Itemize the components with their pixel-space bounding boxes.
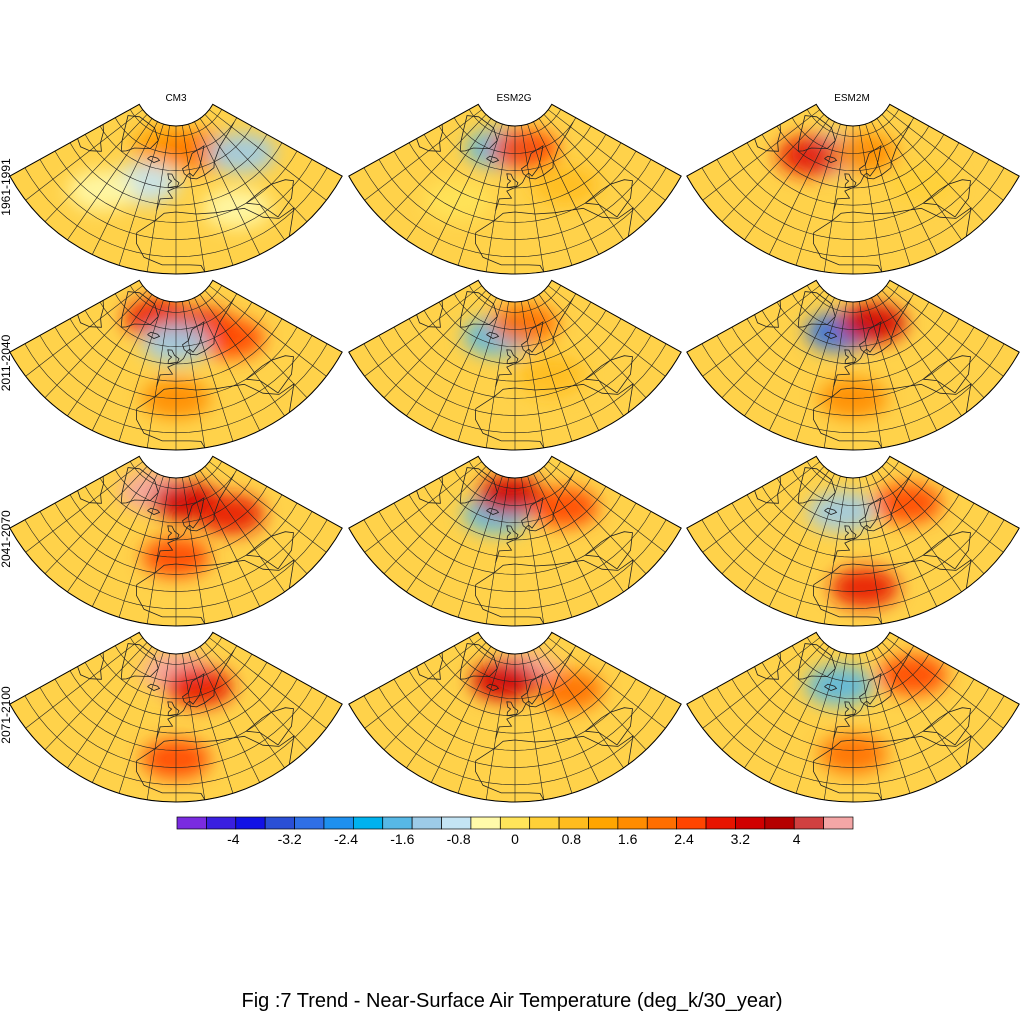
map-frame — [686, 279, 1020, 451]
colorbar-tick-label: 0.8 — [561, 831, 582, 847]
map-panel — [9, 278, 343, 454]
colorbar-swatch — [764, 816, 795, 830]
map-panel — [348, 102, 682, 278]
colorbar-swatch — [176, 816, 207, 830]
colorbar-tick-label: -1.6 — [390, 831, 415, 847]
coastlines — [754, 467, 972, 627]
map-panel — [686, 102, 1020, 278]
map-panel — [348, 630, 682, 806]
coastlines — [416, 115, 634, 275]
colorbar-swatch — [441, 816, 472, 830]
colorbar-swatch — [646, 816, 678, 830]
graticule — [686, 104, 1020, 275]
map-frame — [9, 631, 343, 803]
colorbar-tick-label: 1.6 — [617, 831, 638, 847]
colorbar-swatch — [588, 816, 619, 830]
colorbar-swatch — [735, 816, 766, 830]
colorbar-tick-label: -4 — [227, 831, 240, 847]
colorbar-tick-label: 3.2 — [730, 831, 751, 847]
map-panel — [348, 454, 682, 630]
colorbar-tick-label: 0 — [511, 831, 519, 847]
colorbar-tick-label: 2.4 — [674, 831, 694, 847]
figure-caption: Fig :7 Trend - Near-Surface Air Temperat… — [241, 990, 783, 1012]
column-title-esm2m: ESM2M — [834, 93, 870, 104]
graticule — [348, 456, 682, 627]
column-title-esm2g: ESM2G — [496, 93, 532, 104]
map-frame — [686, 631, 1020, 803]
colorbar-swatch — [294, 816, 325, 830]
colorbar-swatch — [499, 816, 531, 830]
warming-anomaly — [776, 135, 845, 176]
colorbar-swatch — [823, 816, 854, 830]
coastlines — [77, 643, 295, 803]
map-panel — [686, 278, 1020, 454]
colorbar-swatch — [470, 816, 501, 830]
warming-anomaly — [830, 567, 899, 608]
colorbar-swatch — [235, 816, 266, 830]
colorbar-swatch — [352, 816, 384, 830]
map-panel — [348, 278, 682, 454]
coastlines — [754, 115, 972, 275]
map-frame — [348, 631, 682, 803]
colorbar-swatch — [382, 816, 413, 830]
map-frame — [686, 455, 1020, 627]
colorbar-swatch — [529, 816, 560, 830]
colorbar — [176, 816, 854, 830]
coastlines — [754, 643, 972, 803]
colorbar-tick-label: 4 — [792, 831, 801, 847]
colorbar-swatch — [705, 816, 736, 830]
map-frame — [9, 455, 343, 627]
map-frame — [348, 455, 682, 627]
colorbar-swatch — [206, 816, 237, 830]
colorbar-swatch — [411, 816, 442, 830]
coastlines — [77, 467, 295, 627]
map-panel — [686, 454, 1020, 630]
coastlines — [416, 467, 634, 627]
map-panel — [9, 630, 343, 806]
colorbar-swatch — [558, 816, 589, 830]
cooling-anomaly — [805, 665, 874, 706]
colorbar-swatch — [617, 816, 648, 830]
map-frame — [348, 103, 682, 275]
coastlines — [77, 291, 295, 451]
colorbar-tick-label: -0.8 — [446, 831, 471, 847]
colorbar-swatch — [793, 816, 824, 830]
coastlines — [754, 291, 972, 451]
map-panel — [9, 454, 343, 630]
coastlines — [77, 115, 295, 275]
coastlines — [416, 291, 634, 451]
colorbar-swatch — [676, 816, 707, 830]
coastlines — [416, 643, 634, 803]
map-frame — [9, 103, 343, 275]
map-panel — [686, 630, 1020, 806]
colorbar-tick-label: -2.4 — [333, 831, 359, 847]
map-frame — [9, 279, 343, 451]
column-title-cm3: CM3 — [165, 93, 187, 104]
map-panel — [9, 102, 343, 278]
map-frame — [686, 103, 1020, 275]
map-frame — [348, 279, 682, 451]
colorbar-tick-label: -3.2 — [277, 831, 302, 847]
colorbar-swatch — [264, 816, 295, 830]
colorbar-swatch — [323, 816, 354, 830]
